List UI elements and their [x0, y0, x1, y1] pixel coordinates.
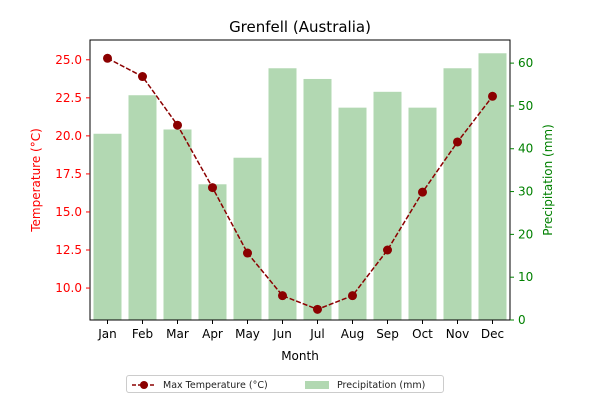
x-tick-label: Nov: [446, 327, 469, 341]
y-left-tick-label: 10.0: [55, 281, 82, 295]
x-tick-label: Apr: [202, 327, 223, 341]
legend-label-precipitation: Precipitation (mm): [337, 379, 426, 391]
legend: Max Temperature (°C) Precipitation (mm): [126, 375, 444, 393]
y-left-tick-label: 12.5: [55, 243, 82, 257]
temperature-point: [348, 291, 357, 301]
y-left-tick-label: 22.5: [55, 91, 82, 105]
x-tick-label: Aug: [341, 327, 364, 341]
temperature-point: [138, 72, 147, 82]
temperature-point: [313, 304, 322, 314]
y-right-tick-label: 40: [518, 142, 533, 156]
x-tick-label: Feb: [132, 327, 153, 341]
y-left-tick-label: 25.0: [55, 53, 82, 67]
x-tick-label: May: [235, 327, 260, 341]
precipitation-bar: [163, 129, 192, 320]
temperature-point: [488, 91, 497, 101]
legend-bar-swatch-icon: [305, 381, 329, 389]
legend-item-temperature: Max Temperature (°C): [131, 378, 268, 392]
x-tick-label: Dec: [481, 327, 504, 341]
temperature-point: [383, 245, 392, 255]
y-right-tick-label: 20: [518, 227, 533, 241]
y-right-tick-label: 10: [518, 270, 533, 284]
y-left-tick-label: 17.5: [55, 167, 82, 181]
x-tick-label: Sep: [376, 327, 399, 341]
temperature-point: [103, 53, 112, 63]
x-tick-label: Jun: [272, 327, 292, 341]
y-right-tick-label: 0: [518, 313, 526, 327]
temperature-point: [173, 120, 182, 130]
temperature-line: [107, 57, 494, 311]
legend-line-marker-icon: [132, 381, 156, 389]
y-axis-right-label: Precipitation (mm): [541, 124, 555, 236]
temperature-point: [418, 187, 427, 197]
x-axis-label: Month: [281, 349, 319, 363]
y-left-tick-label: 20.0: [55, 129, 82, 143]
temperature-point: [208, 183, 217, 193]
temperature-point: [243, 248, 252, 258]
precipitation-bar: [128, 95, 157, 320]
x-tick-label: Jul: [309, 327, 324, 341]
precipitation-bar: [233, 157, 262, 320]
precipitation-bar: [93, 133, 122, 320]
precipitation-bar: [303, 78, 332, 321]
temperature-point: [453, 137, 462, 147]
y-axis-left-label: Temperature (°C): [29, 128, 43, 233]
chart-title: Grenfell (Australia): [229, 18, 371, 36]
legend-label-temperature: Max Temperature (°C): [163, 379, 268, 391]
x-tick-label: Mar: [166, 327, 189, 341]
precipitation-bar: [198, 184, 227, 320]
y-right-tick-label: 60: [518, 56, 533, 70]
x-tick-label: Oct: [412, 327, 433, 341]
legend-item-precipitation: Precipitation (mm): [305, 378, 425, 392]
y-right-tick-label: 50: [518, 99, 533, 113]
precipitation-bar: [373, 91, 402, 320]
x-tick-label: Jan: [97, 327, 117, 341]
precipitation-bar: [338, 107, 367, 320]
y-right-tick-label: 30: [518, 185, 533, 199]
plot-frame: [89, 39, 511, 321]
y-left-tick-label: 15.0: [55, 205, 82, 219]
temperature-point: [278, 291, 287, 301]
precipitation-bar: [268, 68, 297, 320]
precipitation-bar: [408, 107, 437, 320]
precipitation-bar: [443, 68, 472, 320]
